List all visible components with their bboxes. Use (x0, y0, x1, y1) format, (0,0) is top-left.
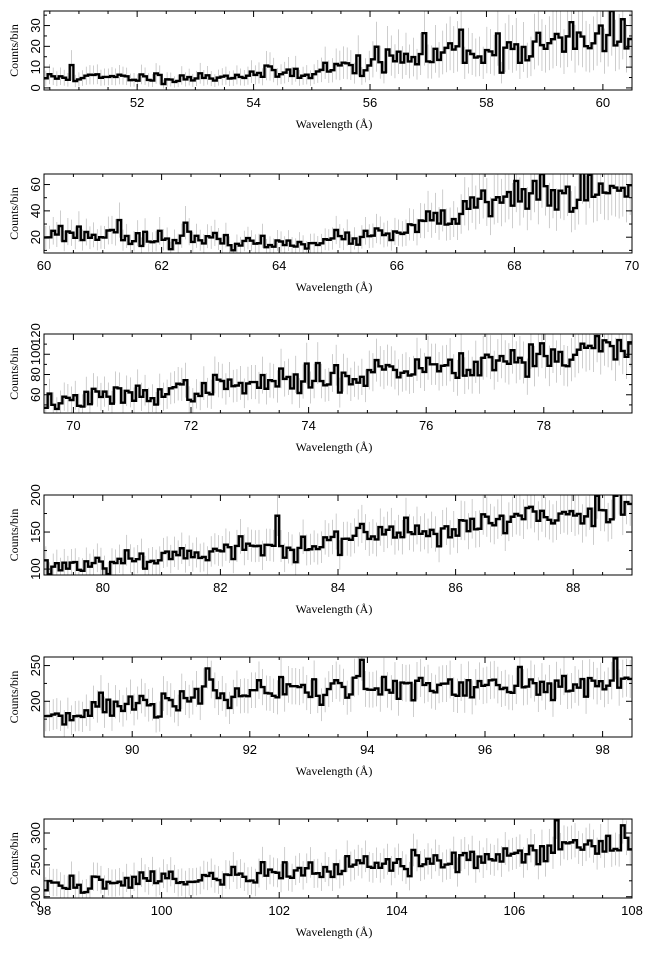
y-tick-label: 250 (28, 655, 43, 677)
y-axis-label: Counts/bin (7, 671, 21, 724)
x-tick-label: 70 (66, 418, 80, 433)
x-tick-label: 100 (151, 903, 173, 918)
x-tick-label: 74 (301, 418, 315, 433)
x-tick-label: 62 (154, 258, 168, 273)
x-tick-label: 102 (268, 903, 290, 918)
x-axis-label: Wavelength (Å) (296, 117, 373, 131)
x-tick-label: 64 (272, 258, 286, 273)
y-axis-label: Counts/bin (7, 509, 21, 562)
x-tick-label: 78 (537, 418, 551, 433)
x-tick-label: 80 (96, 580, 110, 595)
x-tick-label: 104 (386, 903, 408, 918)
x-tick-label: 60 (37, 258, 51, 273)
x-tick-label: 84 (331, 580, 345, 595)
x-tick-label: 82 (213, 580, 227, 595)
y-tick-label: 30 (28, 18, 43, 32)
y-tick-label: 60 (28, 388, 43, 402)
x-tick-label: 108 (621, 903, 643, 918)
y-tick-label: 60 (28, 177, 43, 191)
x-tick-label: 60 (596, 95, 610, 110)
y-tick-label: 10 (28, 60, 43, 74)
spectrum-panel-2: 60 62 64 66 68 70 20 40 60 Wavelength (Å) Counts/b… (7, 173, 639, 294)
y-tick-label: 100 (28, 343, 43, 365)
y-tick-label: 20 (28, 230, 43, 244)
y-axis-label: Counts/bin (7, 347, 21, 400)
y-tick-label: 120 (28, 323, 43, 345)
spectrum-panel-5: 90 92 94 96 98 200 250 Wavelength (Å) Counts/bin (7, 655, 633, 778)
y-tick-label: 40 (28, 204, 43, 218)
spectrum-line (44, 334, 632, 411)
x-tick-label: 66 (390, 258, 404, 273)
spectrum-line (44, 819, 632, 894)
plot-area (44, 657, 632, 737)
y-tick-label: 20 (28, 39, 43, 53)
x-tick-label: 56 (363, 95, 377, 110)
spectrum-line (44, 657, 632, 726)
x-tick-label: 86 (448, 580, 462, 595)
x-axis-label: Wavelength (Å) (296, 280, 373, 294)
plot-area (44, 819, 632, 898)
y-tick-label: 200 (28, 690, 43, 712)
plot-area (44, 495, 632, 575)
y-tick-label: 0 (28, 84, 43, 91)
x-tick-label: 106 (504, 903, 526, 918)
y-axis-label: Counts/bin (7, 24, 21, 77)
spectrum-panel-1: 52 54 56 58 60 0 10 20 30 Wavelength (Å) Counts/bi… (7, 10, 633, 131)
x-tick-label: 98 (37, 903, 51, 918)
x-tick-label: 58 (479, 95, 493, 110)
y-axis-label: Counts/bin (7, 832, 21, 885)
y-axis-label: Counts/bin (7, 187, 21, 240)
plot-area (44, 334, 632, 413)
spectrum-panel-6: 98 100 102 104 106 108 200 250 300 Wavelength (Å)… (7, 818, 643, 939)
x-tick-label: 52 (130, 95, 144, 110)
y-tick-label: 150 (28, 521, 43, 543)
x-tick-label: 96 (478, 742, 492, 757)
x-tick-label: 76 (419, 418, 433, 433)
x-tick-label: 72 (184, 418, 198, 433)
y-tick-label: 200 (28, 886, 43, 908)
x-tick-label: 98 (595, 742, 609, 757)
y-tick-label: 100 (28, 558, 43, 580)
spectrum-line (44, 11, 632, 86)
spectrum-line (44, 174, 632, 252)
x-axis-label: Wavelength (Å) (296, 440, 373, 454)
x-tick-label: 94 (360, 742, 374, 757)
x-tick-label: 68 (507, 258, 521, 273)
axes-frame (43, 10, 633, 91)
x-axis-label: Wavelength (Å) (296, 925, 373, 939)
x-axis-label: Wavelength (Å) (296, 764, 373, 778)
y-tick-label: 250 (28, 854, 43, 876)
spectrum-panel-4: 80 82 84 86 88 100 150 200 Wavelength (Å) Counts/… (7, 484, 633, 616)
x-tick-label: 54 (246, 95, 260, 110)
x-tick-label: 92 (243, 742, 257, 757)
y-tick-label: 200 (28, 484, 43, 506)
x-tick-label: 90 (125, 742, 139, 757)
x-tick-label: 88 (566, 580, 580, 595)
x-axis-label: Wavelength (Å) (296, 602, 373, 616)
y-tick-label: 300 (28, 822, 43, 844)
spectrum-line (44, 495, 632, 575)
x-tick-label: 70 (625, 258, 639, 273)
y-tick-label: 80 (28, 367, 43, 381)
plot-area (44, 11, 632, 89)
